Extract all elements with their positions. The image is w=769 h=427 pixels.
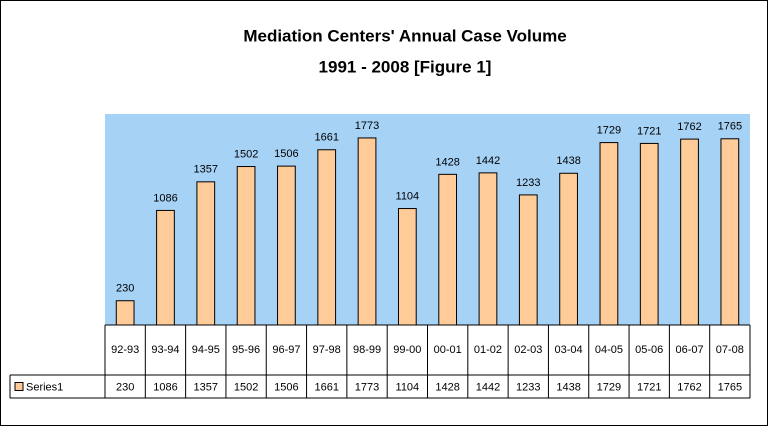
bar (518, 194, 538, 326)
table-value: 1506 (274, 381, 298, 393)
table-value: 1729 (597, 381, 621, 393)
x-tick-label: 94-95 (192, 344, 220, 356)
data-label: 1357 (194, 164, 218, 176)
table-value: 1438 (556, 381, 580, 393)
x-tick-label: 05-06 (635, 344, 663, 356)
x-tick-label: 93-94 (151, 344, 179, 356)
chart-title: Mediation Centers' Annual Case Volume (243, 26, 566, 45)
table-value: 1762 (677, 381, 701, 393)
x-tick-label: 07-08 (716, 344, 744, 356)
bar (236, 166, 256, 326)
table-value: 1765 (718, 381, 742, 393)
x-tick-label: 03-04 (555, 344, 583, 356)
bar (559, 172, 578, 326)
table-value: 1773 (355, 381, 379, 393)
table-value: 1442 (476, 381, 500, 393)
bar (277, 165, 296, 326)
data-label: 1773 (355, 120, 379, 132)
data-label: 1729 (597, 124, 621, 136)
data-label: 1765 (718, 121, 742, 133)
x-tick-label: 04-05 (595, 344, 623, 356)
bar (115, 300, 135, 326)
data-label: 1442 (476, 155, 500, 167)
table-value: 1233 (516, 381, 540, 393)
x-tick-label: 98-99 (353, 344, 381, 356)
data-label: 1233 (516, 177, 540, 189)
data-label: 1506 (274, 148, 298, 160)
bar (397, 208, 417, 326)
bar (357, 137, 377, 326)
bar (196, 181, 216, 326)
legend-label: Series1 (26, 381, 63, 393)
data-label: 1762 (677, 121, 701, 133)
x-tick-label: 01-02 (474, 344, 502, 356)
bar (438, 173, 458, 326)
data-label: 1721 (637, 125, 661, 137)
table-value: 1428 (435, 381, 459, 393)
table-value: 1104 (396, 381, 420, 393)
x-tick-label: 06-07 (675, 344, 703, 356)
data-label: 1661 (314, 132, 338, 144)
x-tick-label: 95-96 (232, 344, 260, 356)
table-value: 230 (116, 381, 134, 393)
table-value: 1357 (194, 381, 218, 393)
table-value: 1721 (637, 381, 661, 393)
bar (317, 149, 337, 326)
bar (639, 142, 659, 326)
x-tick-label: 99-00 (393, 344, 421, 356)
data-label: 1438 (556, 155, 580, 167)
data-label: 1428 (435, 156, 459, 168)
table-value: 1086 (153, 381, 177, 393)
x-tick-label: 92-93 (111, 344, 139, 356)
legend-key (14, 382, 24, 391)
chart-subtitle: 1991 - 2008 [Figure 1] (319, 57, 492, 76)
x-tick-label: 02-03 (514, 344, 542, 356)
bar (156, 209, 175, 326)
bar (720, 138, 740, 326)
data-label: 1502 (234, 148, 258, 160)
table-value: 1661 (314, 381, 338, 393)
data-label: 1086 (153, 192, 177, 204)
bar (599, 142, 619, 326)
x-tick-label: 00-01 (434, 344, 462, 356)
bar (680, 138, 699, 326)
data-label: 1104 (396, 190, 420, 202)
x-tick-label: 96-97 (272, 344, 300, 356)
bar (478, 172, 498, 326)
table-value: 1502 (234, 381, 258, 393)
data-label: 230 (116, 283, 134, 295)
x-tick-label: 97-98 (313, 344, 341, 356)
